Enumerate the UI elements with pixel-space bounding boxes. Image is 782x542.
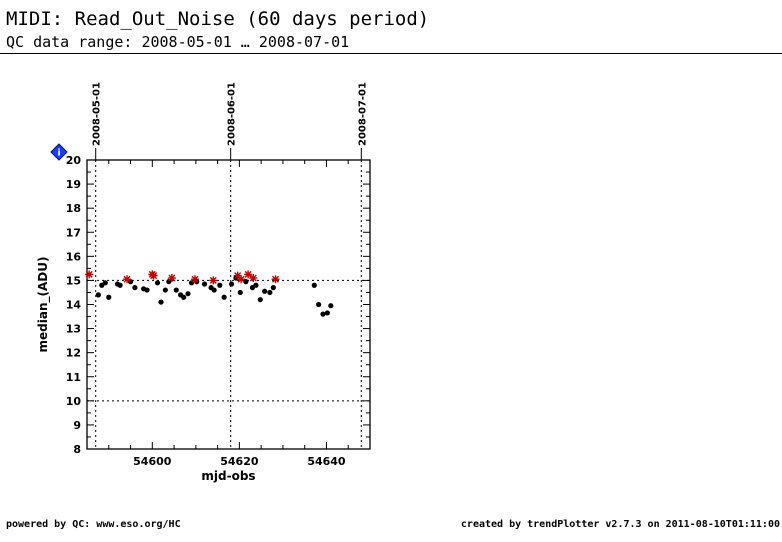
data-point — [316, 301, 322, 308]
flagged-data-point — [85, 270, 94, 279]
data-point — [117, 282, 123, 288]
y-axis-label: median_(ADU) — [36, 257, 51, 353]
y-tick-label: 8 — [73, 443, 81, 456]
plot-frame — [86, 159, 371, 450]
data-point — [228, 281, 235, 287]
y-tick-label: 12 — [66, 347, 81, 360]
date-marker-label: 2008-06-01 — [227, 82, 238, 146]
data-point — [95, 292, 101, 298]
data-point — [311, 282, 317, 288]
data-point — [324, 310, 330, 316]
data-point — [185, 291, 191, 297]
y-tick-label: 9 — [73, 419, 81, 432]
date-marker-label: 2008-07-01 — [357, 82, 368, 146]
data-point — [181, 294, 187, 300]
footer-powered-by: powered by QC: www.eso.org/HC — [6, 519, 181, 530]
data-point — [201, 281, 208, 287]
data-point — [162, 287, 168, 293]
footer-created-by: created by trendPlotter v2.7.3 on 2011-0… — [460, 519, 780, 530]
chart-subtitle: QC data range: 2008-05-01 … 2008-07-01 — [6, 33, 350, 51]
y-tick-label: 17 — [66, 226, 81, 239]
info-icon: i — [50, 143, 68, 161]
flagged-data-point — [167, 274, 176, 283]
y-tick-label: 16 — [66, 250, 82, 263]
data-point — [106, 294, 112, 300]
svg-text:i: i — [57, 149, 60, 159]
data-point — [328, 303, 334, 309]
data-point — [217, 282, 223, 288]
flagged-data-point — [190, 275, 199, 284]
y-tick-label: 20 — [66, 154, 82, 167]
data-point — [173, 287, 179, 293]
data-point — [267, 289, 273, 296]
y-tick-label: 11 — [66, 371, 81, 384]
x-axis-label: mjd-obs — [201, 469, 255, 483]
flagged-data-point — [149, 271, 158, 280]
y-tick-label: 13 — [66, 323, 81, 336]
date-marker-label: 2008-05-01 — [92, 82, 103, 146]
data-point — [158, 299, 164, 305]
data-point — [211, 287, 217, 293]
data-point — [132, 285, 138, 291]
data-point — [257, 297, 263, 303]
y-tick-label: 19 — [66, 178, 81, 191]
data-point — [154, 280, 161, 286]
flagged-data-point — [209, 276, 218, 285]
data-point — [127, 279, 134, 285]
data-point — [144, 287, 150, 293]
data-point — [237, 289, 243, 296]
data-point — [221, 294, 227, 300]
y-tick-label: 14 — [66, 299, 82, 312]
flagged-data-point — [244, 270, 253, 279]
data-point — [253, 282, 259, 288]
y-tick-label: 15 — [66, 274, 81, 287]
data-point — [243, 279, 249, 285]
flagged-data-point — [271, 275, 280, 284]
data-point — [102, 280, 108, 286]
data-point — [320, 311, 326, 317]
x-tick-label: 54620 — [220, 455, 259, 468]
flagged-data-point — [249, 274, 258, 283]
y-tick-label: 10 — [66, 395, 82, 408]
data-point — [262, 288, 268, 294]
flagged-data-point — [123, 275, 132, 284]
data-point — [270, 285, 276, 291]
flagged-data-point — [237, 275, 246, 284]
header-divider — [0, 53, 782, 54]
x-tick-label: 54640 — [307, 455, 346, 468]
y-tick-label: 18 — [66, 202, 81, 215]
chart-title: MIDI: Read_Out_Noise (60 days period) — [6, 8, 430, 30]
x-tick-label: 54600 — [133, 455, 172, 468]
